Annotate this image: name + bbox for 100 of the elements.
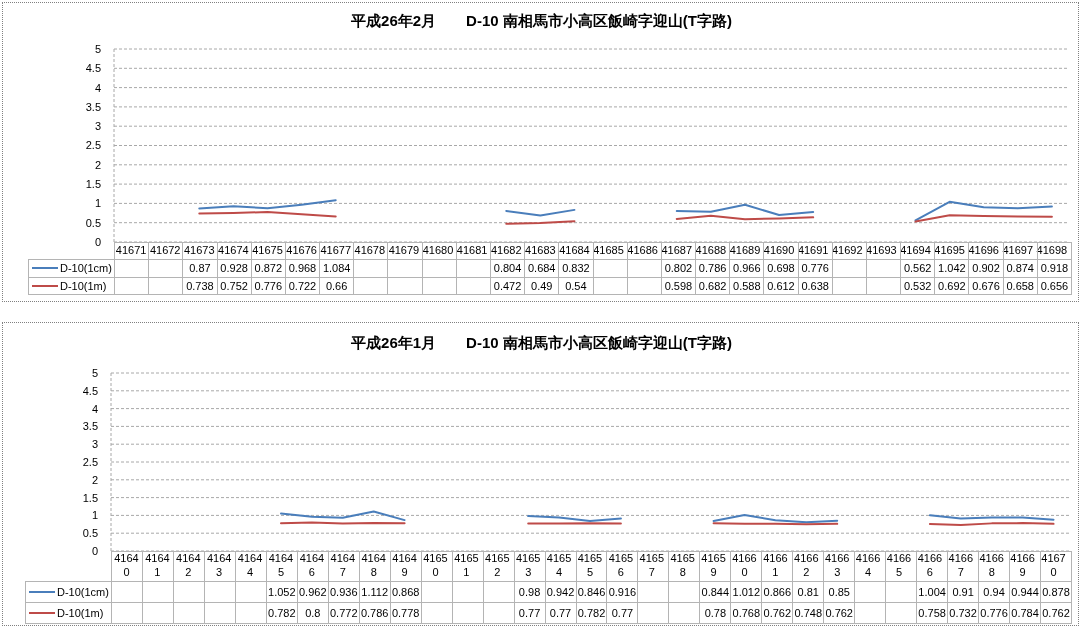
x-tick-label: 41686: [627, 243, 658, 256]
data-label: 0.81: [797, 586, 819, 598]
x-tick-label: 41671: [115, 243, 147, 256]
legend-label: D-10(1cm): [60, 262, 112, 275]
x-tick-label: 41653: [515, 552, 541, 579]
data-label: 0.598: [664, 279, 693, 292]
data-label: 0.776: [980, 607, 1008, 619]
x-tick-label: 41661: [763, 552, 788, 579]
data-label: 0.966: [733, 262, 761, 275]
data-label: 0.868: [391, 586, 420, 598]
data-label: 0.804: [493, 262, 522, 275]
legend-label: D-10(1m): [57, 607, 104, 619]
y-tick-label: 2.5: [85, 139, 101, 152]
data-label: 0.562: [903, 262, 932, 275]
y-tick-label: 2.5: [82, 455, 98, 468]
data-label: 0.758: [918, 607, 946, 619]
x-tick-label: 41689: [729, 243, 761, 256]
data-label: 0.54: [565, 279, 587, 292]
x-tick-label: 41669: [1010, 552, 1035, 579]
x-tick-label: 41673: [184, 243, 215, 256]
data-label: 0.98: [518, 586, 541, 598]
x-tick-label: 41692: [831, 243, 863, 256]
x-tick-label: 41651: [454, 552, 479, 579]
y-tick-label: 0.5: [85, 216, 101, 229]
data-label: 0.85: [828, 586, 850, 598]
x-tick-label: 41693: [866, 243, 897, 256]
data-label: 0.784: [1011, 607, 1039, 619]
data-label: 0.782: [577, 607, 606, 619]
data-label: 0.684: [527, 262, 556, 275]
y-tick-label: 4.5: [82, 384, 98, 397]
data-label: 0.49: [531, 279, 553, 292]
data-label: 0.698: [767, 262, 795, 275]
chart-title: 平成26年2月 D-10 南相馬市小高区飯崎字迎山(T字路): [350, 12, 733, 31]
x-tick-label: 41663: [824, 552, 850, 579]
data-label: 0.844: [701, 586, 730, 598]
data-label: 1.012: [732, 586, 761, 598]
data-label: 0.962: [299, 586, 327, 598]
data-label: 0.732: [949, 607, 977, 619]
data-label: 0.768: [732, 607, 761, 619]
data-label: 0.752: [220, 279, 248, 292]
x-tick-label: 41654: [546, 552, 572, 579]
y-tick-label: 1.5: [85, 178, 101, 191]
x-tick-label: 41690: [763, 243, 795, 256]
data-label: 0.77: [549, 607, 572, 619]
x-tick-label: 41687: [661, 243, 693, 256]
x-tick-label: 41697: [1002, 243, 1034, 256]
x-tick-label: 41698: [1036, 243, 1068, 256]
x-tick-label: 41656: [608, 552, 634, 579]
y-tick-label: 3.5: [82, 420, 98, 433]
x-tick-label: 41666: [917, 552, 943, 579]
x-tick-label: 41650: [423, 552, 448, 579]
y-tick-label: 0: [91, 544, 98, 557]
data-label: 0.692: [938, 279, 966, 292]
data-label: 0.612: [767, 279, 795, 292]
chart-title: 平成26年1月 D-10 南相馬市小高区飯崎字迎山(T字路): [350, 334, 733, 353]
data-label: 1.042: [938, 262, 966, 275]
data-label: 0.676: [972, 279, 1000, 292]
x-tick-label: 41655: [577, 552, 603, 579]
y-tick-label: 0: [94, 235, 101, 248]
data-label: 0.772: [329, 607, 358, 619]
data-label: 1.052: [268, 586, 296, 598]
x-tick-label: 41684: [559, 243, 590, 256]
y-tick-label: 5: [94, 42, 101, 55]
data-label: 0.782: [268, 607, 296, 619]
x-tick-label: 41685: [593, 243, 624, 256]
data-label: 0.802: [664, 262, 693, 275]
data-label: 0.776: [254, 279, 283, 292]
x-tick-label: 41675: [252, 243, 283, 256]
data-label: 0.872: [254, 262, 283, 275]
data-label: 0.656: [1040, 279, 1069, 292]
x-tick-label: 41680: [422, 243, 454, 256]
x-tick-label: 41678: [354, 243, 386, 256]
y-tick-label: 1.5: [82, 491, 98, 504]
data-label: 0.78: [704, 607, 727, 619]
data-label: 1.004: [918, 586, 946, 598]
data-label: 0.874: [1006, 262, 1034, 275]
y-tick-label: 3: [91, 438, 98, 451]
x-tick-label: 41657: [639, 552, 665, 579]
x-tick-label: 41683: [525, 243, 556, 256]
y-tick-label: 4: [94, 81, 101, 94]
x-tick-label: 41642: [176, 552, 201, 579]
data-label: 0.916: [608, 586, 637, 598]
x-tick-label: 41645: [268, 552, 294, 579]
x-tick-label: 41649: [392, 552, 417, 579]
data-label: 0.682: [698, 279, 727, 292]
data-label: 0.866: [763, 586, 792, 598]
x-tick-label: 41681: [456, 243, 488, 256]
data-label: 0.8: [305, 607, 321, 619]
y-tick-label: 4: [91, 402, 98, 415]
data-label: 1.084: [322, 262, 351, 275]
data-label: 0.94: [983, 586, 1005, 598]
y-tick-label: 0.5: [82, 527, 98, 540]
x-tick-label: 41640: [114, 552, 139, 579]
data-label: 0.638: [801, 279, 829, 292]
data-label: 0.658: [1006, 279, 1034, 292]
x-tick-label: 41674: [218, 243, 249, 256]
data-label: 0.472: [493, 279, 522, 292]
x-tick-label: 41668: [979, 552, 1004, 579]
y-tick-label: 2: [91, 473, 98, 486]
x-tick-label: 41652: [485, 552, 510, 579]
